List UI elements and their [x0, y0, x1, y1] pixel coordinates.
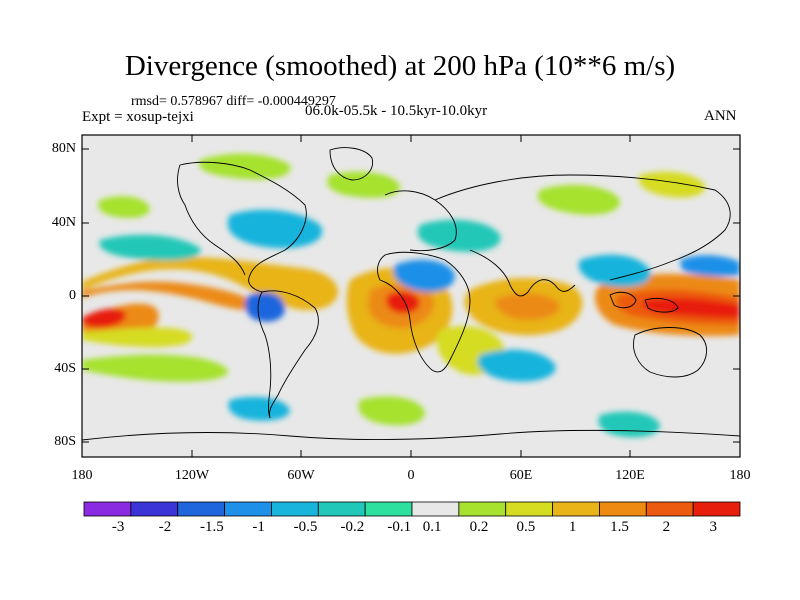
x-label-60w: 60W — [287, 468, 315, 483]
y-label-80s: 80S — [54, 434, 76, 449]
axis-ticks — [81, 135, 741, 457]
y-label-80n: 80N — [51, 141, 76, 156]
colorbar-swatch — [411, 501, 460, 517]
colorbar-label: 1 — [568, 519, 577, 535]
colorbar-swatch — [83, 501, 132, 517]
colorbar-label: 0.5 — [516, 519, 536, 535]
x-label-180e: 180 — [729, 468, 751, 483]
x-label-180w: 180 — [71, 468, 93, 483]
experiment-label: Expt = xosup-tejxi — [82, 109, 194, 125]
colorbar-label: 0.1 — [422, 519, 442, 535]
colorbar-swatch — [130, 501, 179, 517]
colorbar-label: 3 — [709, 519, 718, 535]
x-label-120w: 120W — [174, 468, 210, 483]
colorbar-label: -0.1 — [387, 519, 412, 535]
colorbar-swatch — [505, 501, 553, 517]
stats-line: rmsd= 0.578967 diff= -0.000449297 — [131, 94, 336, 109]
x-label-60e: 60E — [509, 468, 533, 483]
colorbar-swatch — [692, 501, 741, 517]
colorbar-label: 1.5 — [610, 519, 629, 535]
colorbar-label: -0.2 — [340, 519, 365, 535]
season-label: ANN — [704, 108, 737, 124]
field-layer — [82, 135, 740, 457]
coastlines — [82, 147, 740, 441]
colorbar-swatch — [645, 501, 694, 517]
x-label-120e: 120E — [615, 468, 645, 483]
colorbar — [83, 501, 741, 517]
colorbar-label: -3 — [111, 519, 125, 535]
colorbar-label: -1.5 — [199, 519, 224, 535]
colorbar-swatch — [317, 501, 366, 517]
colorbar-swatch — [364, 501, 413, 517]
period-label: 06.0k-05.5k - 10.5kyr-10.0kyr — [305, 103, 488, 119]
colorbar-label: 0.2 — [469, 519, 489, 535]
colorbar-swatch — [552, 501, 600, 517]
colorbar-swatch — [271, 501, 319, 517]
x-label-0: 0 — [407, 468, 415, 483]
colorbar-label: -2 — [158, 519, 172, 535]
colorbar-label: -1 — [252, 519, 265, 535]
y-label-40n: 40N — [51, 215, 76, 230]
colorbar-swatch — [458, 501, 507, 517]
y-label-40s: 40S — [54, 361, 76, 376]
y-label-0: 0 — [69, 288, 76, 303]
colorbar-swatch — [599, 501, 647, 517]
colorbar-swatch — [177, 501, 225, 517]
colorbar-label: 2 — [662, 519, 671, 535]
map-title: Divergence (smoothed) at 200 hPa (10**6 … — [124, 50, 676, 82]
colorbar-label: -0.5 — [293, 519, 318, 535]
colorbar-swatch — [224, 501, 272, 517]
